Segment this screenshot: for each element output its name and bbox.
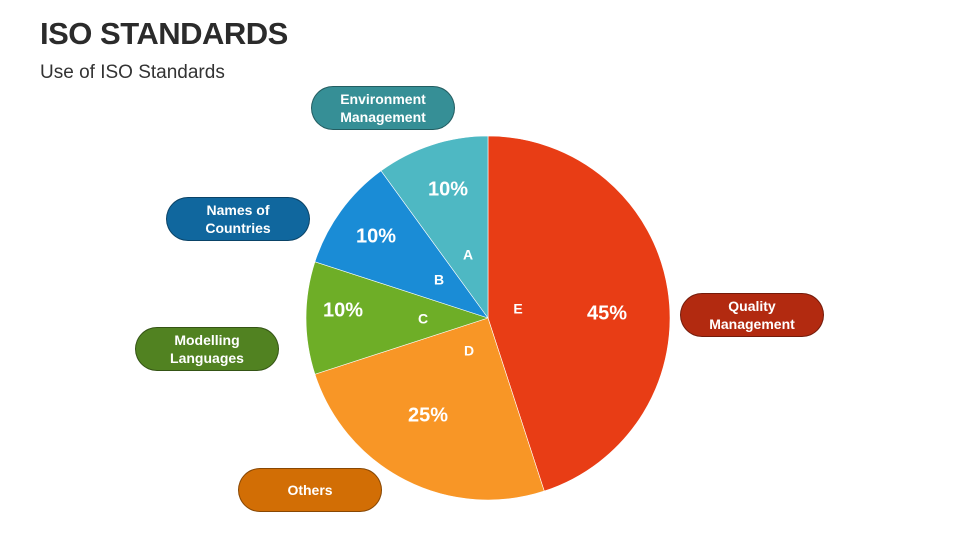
slice-percent-label: 25%	[408, 404, 448, 426]
category-label-b: Names of Countries	[166, 197, 310, 241]
category-label-a: Environment Management	[311, 86, 455, 130]
pie-slice-d	[314, 317, 545, 501]
slice-percent-label: 10%	[323, 299, 363, 321]
pie-slice-a	[380, 135, 489, 319]
pie-slice-b	[314, 170, 489, 319]
category-label-d: Others	[238, 468, 382, 512]
page-subtitle: Use of ISO Standards	[40, 62, 225, 83]
slice-letter-label: E	[513, 301, 522, 317]
pie-slice-e	[487, 135, 671, 492]
slice-percent-label: 10%	[428, 178, 468, 200]
slice-percent-label: 45%	[587, 302, 627, 324]
slice-letter-label: C	[418, 311, 428, 327]
category-label-e: Quality Management	[680, 293, 824, 337]
slice-letter-label: D	[464, 343, 474, 359]
pie-slice-c	[305, 261, 489, 375]
slice-percent-label: 10%	[356, 225, 396, 247]
page-title: ISO STANDARDS	[40, 16, 288, 51]
slice-letter-label: A	[463, 247, 473, 263]
category-label-c: Modelling Languages	[135, 327, 279, 371]
slice-letter-label: B	[434, 272, 444, 288]
